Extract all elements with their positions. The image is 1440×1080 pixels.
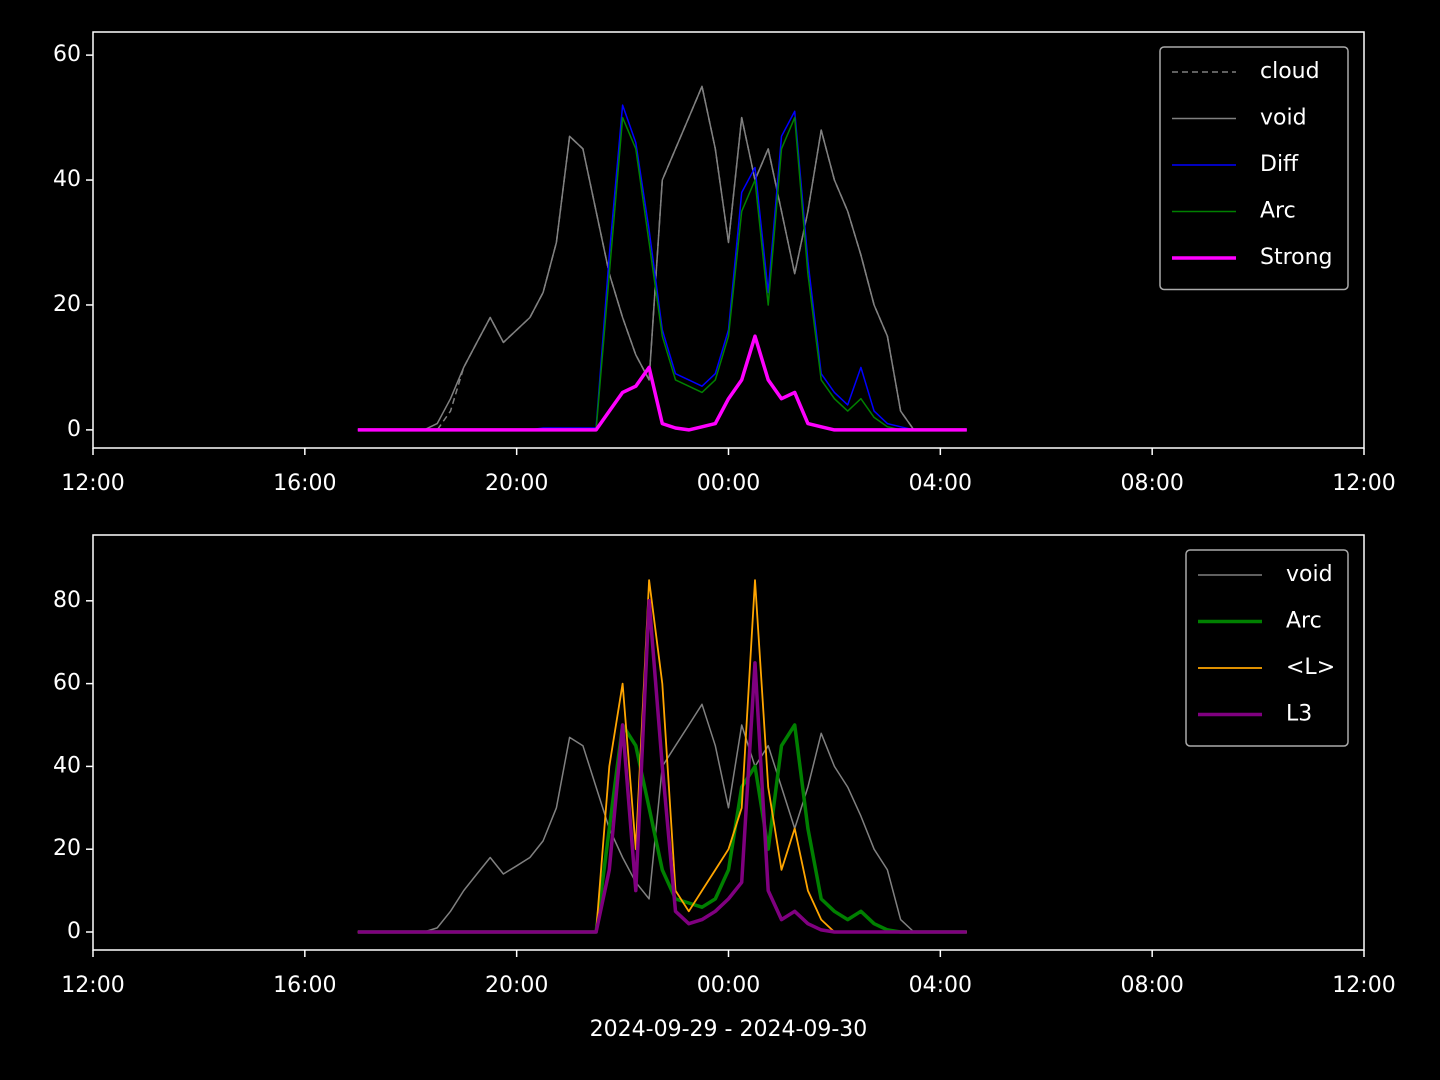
x-tick-label: 12:00: [1332, 973, 1395, 998]
x-tick-label: 16:00: [273, 471, 336, 496]
x-tick-label: 12:00: [1332, 471, 1395, 496]
legend-label: L3: [1286, 702, 1312, 727]
y-tick-label: 0: [67, 919, 81, 944]
y-tick-label: 60: [53, 42, 81, 67]
legend-label: Strong: [1260, 245, 1333, 270]
x-axis-label: 2024-09-29 - 2024-09-30: [590, 1017, 868, 1042]
legend-label: <L>: [1286, 655, 1335, 680]
x-tick-label: 08:00: [1120, 471, 1183, 496]
y-tick-label: 20: [53, 292, 81, 317]
subplot: 0 20 40 60 12:00 16:00 20:00 00:00 04:00 08:00 12:…: [53, 31, 1396, 496]
y-tick-label: 40: [53, 167, 81, 192]
x-tick-label: 04:00: [909, 973, 972, 998]
series-line: [357, 104, 967, 431]
x-tick-label: 00:00: [697, 973, 760, 998]
axes-frame: [92, 31, 1365, 449]
legend-label: void: [1260, 106, 1307, 131]
y-tick-label: 0: [67, 417, 81, 442]
subplot: 0 20 40 60 80 12:00 16:00 20:00 00:00 04:00 08:00 1…: [53, 534, 1396, 1042]
x-tick-label: 16:00: [273, 973, 336, 998]
y-tick-label: 80: [53, 588, 81, 613]
axes-frame: [92, 534, 1365, 951]
y-tick-label: 60: [53, 671, 81, 696]
x-tick-label: 12:00: [61, 471, 124, 496]
legend-box: [1185, 549, 1349, 747]
x-tick-label: 04:00: [909, 471, 972, 496]
y-tick-label: 40: [53, 753, 81, 778]
series-line: [357, 703, 967, 933]
y-tick-label: 20: [53, 836, 81, 861]
x-tick-label: 00:00: [697, 471, 760, 496]
series-line: [357, 85, 967, 431]
series-line: [357, 85, 967, 431]
x-tick-label: 20:00: [485, 471, 548, 496]
series-line: [357, 334, 967, 432]
legend-label: Arc: [1260, 199, 1296, 224]
legend-label: void: [1286, 562, 1333, 587]
legend-label: Arc: [1286, 609, 1322, 634]
x-tick-label: 20:00: [485, 973, 548, 998]
legend-box: [1159, 46, 1349, 291]
legend-label: Diff: [1260, 152, 1299, 177]
x-tick-label: 08:00: [1120, 973, 1183, 998]
legend-label: cloud: [1260, 59, 1320, 84]
series-line: [357, 116, 967, 431]
x-tick-label: 12:00: [61, 973, 124, 998]
series-line: [357, 599, 967, 934]
